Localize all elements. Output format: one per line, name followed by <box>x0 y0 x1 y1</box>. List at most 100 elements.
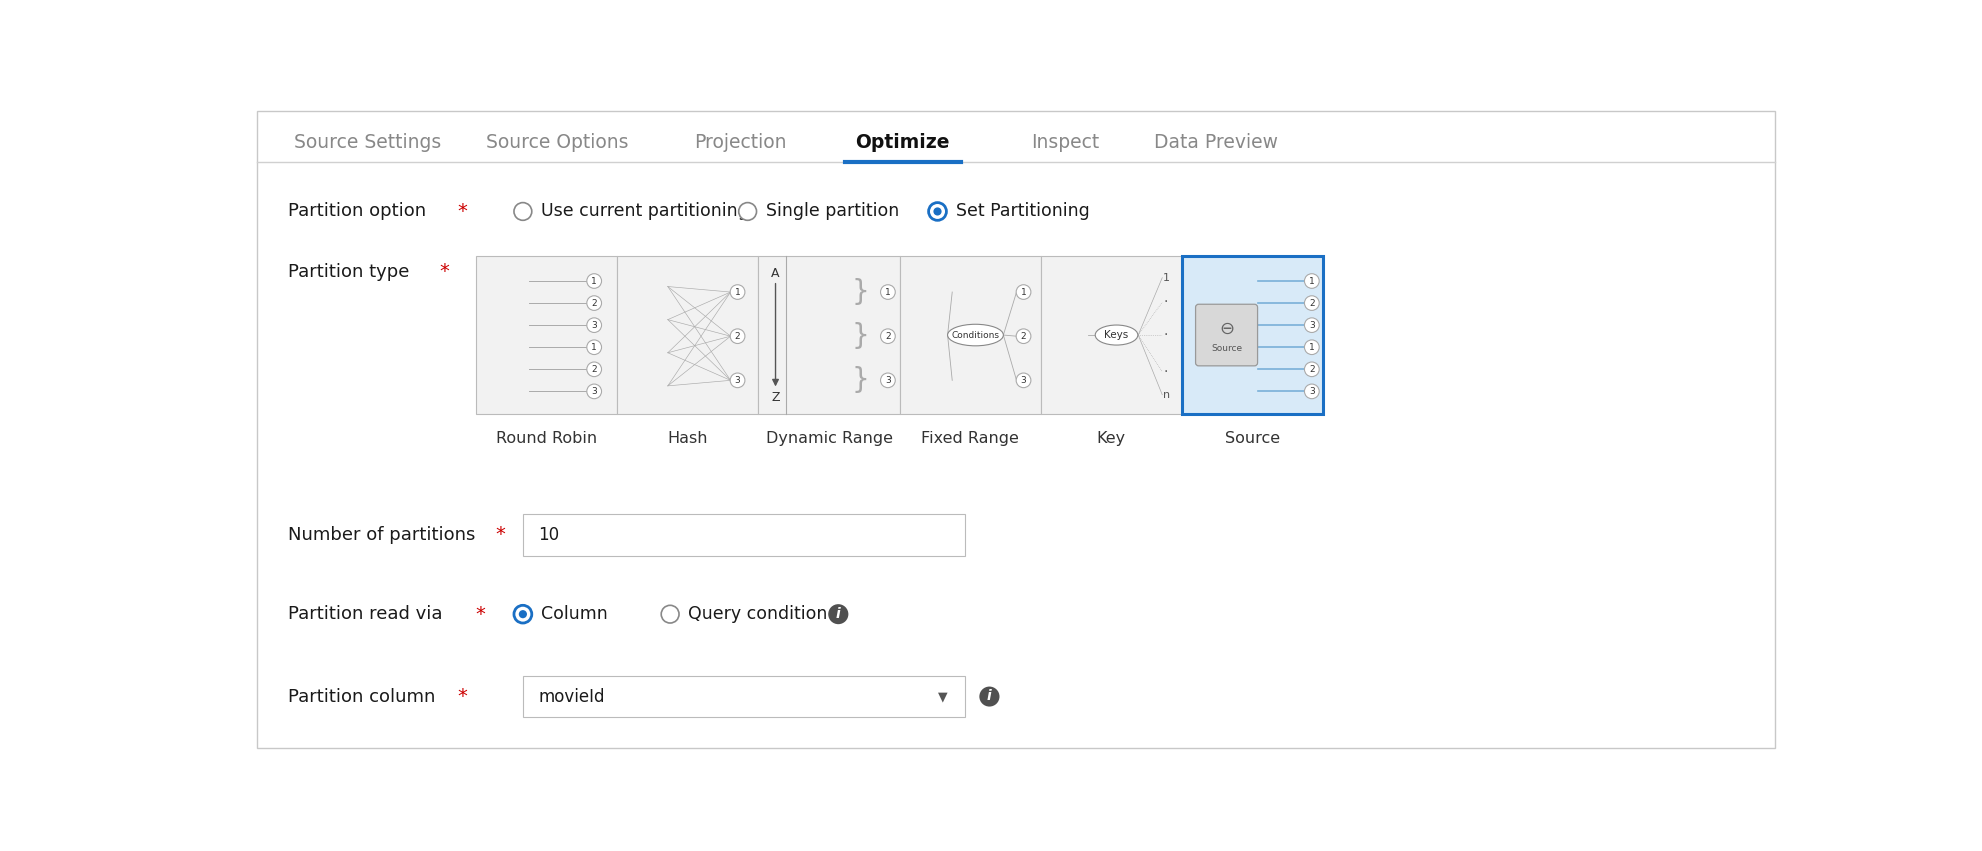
Text: 2: 2 <box>1021 332 1027 340</box>
Text: A: A <box>771 266 779 280</box>
Text: ·: · <box>1163 328 1167 342</box>
FancyBboxPatch shape <box>628 305 668 334</box>
Text: 2: 2 <box>886 332 890 340</box>
Text: Dynamic Range: Dynamic Range <box>765 431 892 446</box>
Text: Query condition: Query condition <box>688 605 828 623</box>
Ellipse shape <box>947 324 1003 346</box>
Text: Keys: Keys <box>1104 330 1128 340</box>
Text: *: * <box>440 262 450 281</box>
Circle shape <box>587 317 603 333</box>
Text: 2: 2 <box>591 299 597 307</box>
Text: ▼: ▼ <box>937 690 947 703</box>
Ellipse shape <box>1096 325 1138 345</box>
Text: Source Options: Source Options <box>486 133 628 151</box>
FancyBboxPatch shape <box>628 338 668 368</box>
Circle shape <box>519 610 527 618</box>
FancyBboxPatch shape <box>628 371 668 401</box>
Text: *: * <box>476 605 486 624</box>
Text: 1: 1 <box>1021 288 1027 296</box>
Circle shape <box>930 203 947 220</box>
Text: Data Preview: Data Preview <box>1154 133 1278 151</box>
Text: Optimize: Optimize <box>856 133 949 151</box>
Text: movieId: movieId <box>539 688 605 705</box>
Text: 3: 3 <box>886 376 890 385</box>
Text: Partition column: Partition column <box>287 688 436 705</box>
Circle shape <box>934 208 941 215</box>
Circle shape <box>1304 296 1320 311</box>
FancyBboxPatch shape <box>1195 305 1257 366</box>
Text: Set Partitioning: Set Partitioning <box>955 203 1090 220</box>
FancyBboxPatch shape <box>912 361 951 400</box>
Circle shape <box>1304 317 1320 333</box>
Text: Inspect: Inspect <box>1031 133 1100 151</box>
FancyBboxPatch shape <box>258 111 1774 748</box>
Text: 10: 10 <box>539 526 559 544</box>
Text: Hash: Hash <box>668 431 708 446</box>
FancyBboxPatch shape <box>912 272 951 312</box>
Circle shape <box>729 328 745 344</box>
Text: 3: 3 <box>1021 376 1027 385</box>
Circle shape <box>513 203 531 220</box>
Text: Partition option: Partition option <box>287 203 426 220</box>
Circle shape <box>979 687 999 706</box>
Text: Source: Source <box>1211 345 1243 353</box>
Text: 3: 3 <box>735 376 741 385</box>
Text: ·: · <box>1163 295 1167 309</box>
Circle shape <box>739 203 757 220</box>
Circle shape <box>587 274 603 288</box>
FancyBboxPatch shape <box>801 361 848 400</box>
Text: 2: 2 <box>1308 299 1314 307</box>
Circle shape <box>1017 285 1031 300</box>
FancyBboxPatch shape <box>490 315 529 335</box>
Text: Partition read via: Partition read via <box>287 605 442 623</box>
Text: ⊖: ⊖ <box>1219 319 1235 337</box>
Text: 1: 1 <box>591 343 597 351</box>
Text: 3: 3 <box>1308 387 1314 396</box>
Text: i: i <box>987 689 991 703</box>
FancyBboxPatch shape <box>759 256 900 414</box>
Circle shape <box>513 605 531 623</box>
Circle shape <box>880 328 896 344</box>
Text: Partition type: Partition type <box>287 262 410 281</box>
FancyBboxPatch shape <box>618 256 759 414</box>
Text: Single partition: Single partition <box>765 203 900 220</box>
Circle shape <box>1304 274 1320 288</box>
Text: Projection: Projection <box>694 133 787 151</box>
Circle shape <box>587 384 603 399</box>
Circle shape <box>729 373 745 388</box>
Text: 1: 1 <box>591 277 597 286</box>
Text: Fixed Range: Fixed Range <box>922 431 1019 446</box>
Text: 1: 1 <box>886 288 890 296</box>
Circle shape <box>1304 340 1320 355</box>
FancyBboxPatch shape <box>490 271 529 291</box>
Text: 2: 2 <box>1308 365 1314 374</box>
Text: *: * <box>458 687 468 706</box>
Text: 3: 3 <box>1308 321 1314 329</box>
Text: Round Robin: Round Robin <box>496 431 597 446</box>
Text: *: * <box>496 525 505 545</box>
Text: 1: 1 <box>1163 272 1169 283</box>
FancyBboxPatch shape <box>476 256 618 414</box>
Circle shape <box>1304 384 1320 399</box>
FancyBboxPatch shape <box>490 337 529 357</box>
Text: 2: 2 <box>591 365 597 374</box>
Text: }: } <box>852 366 870 394</box>
FancyBboxPatch shape <box>900 256 1041 414</box>
Text: ·: · <box>1163 364 1167 379</box>
FancyBboxPatch shape <box>523 514 965 556</box>
Circle shape <box>880 285 896 300</box>
FancyBboxPatch shape <box>1181 256 1322 414</box>
Text: 2: 2 <box>735 332 741 340</box>
Text: 1: 1 <box>1308 277 1314 286</box>
Text: Source Settings: Source Settings <box>293 133 442 151</box>
FancyBboxPatch shape <box>801 272 848 312</box>
FancyBboxPatch shape <box>801 317 848 356</box>
Text: i: i <box>836 607 840 620</box>
FancyBboxPatch shape <box>1052 277 1088 396</box>
Circle shape <box>828 604 848 624</box>
Circle shape <box>662 605 680 623</box>
Text: }: } <box>852 323 870 351</box>
Circle shape <box>1304 362 1320 377</box>
Text: Column: Column <box>541 605 608 623</box>
Text: 3: 3 <box>591 387 597 396</box>
